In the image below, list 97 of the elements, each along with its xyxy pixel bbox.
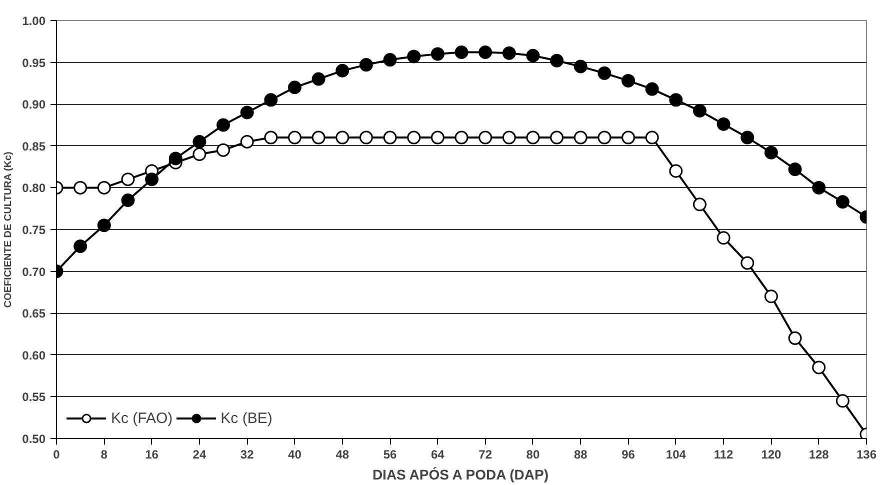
point (216, 118, 230, 132)
y-tick-label: 1.00 (22, 14, 46, 28)
x-tick-label: 128 (808, 448, 830, 462)
point (764, 146, 778, 160)
y-tick-label: 0.50 (22, 432, 46, 446)
point (740, 256, 754, 270)
y-tick-label: 0.95 (22, 56, 46, 70)
point (336, 64, 350, 78)
point (716, 231, 730, 245)
point (312, 130, 326, 144)
point (264, 130, 278, 144)
point (526, 48, 540, 62)
point (836, 394, 850, 408)
y-tick-label: 0.55 (22, 390, 46, 404)
point (74, 180, 88, 194)
point (168, 152, 182, 166)
point (622, 130, 636, 144)
y-tick-label: 0.65 (22, 306, 46, 321)
point (454, 46, 468, 60)
y-tick-label: 0.60 (22, 348, 46, 362)
x-tick-label: 120 (761, 448, 782, 462)
point (288, 130, 302, 144)
point (74, 239, 88, 253)
point (574, 130, 588, 144)
point (598, 66, 612, 80)
point (430, 130, 444, 144)
point (812, 360, 826, 374)
y-tick-label: 0.75 (22, 223, 46, 237)
point (240, 134, 254, 148)
legend-label: Kc (FAO) (111, 410, 173, 426)
x-tick-label: 112 (714, 448, 734, 462)
x-tick-label: 88 (574, 448, 588, 462)
point (526, 130, 540, 144)
point (407, 130, 421, 144)
point (764, 290, 778, 304)
x-tick-label: 56 (383, 448, 398, 462)
point (669, 164, 683, 178)
point (192, 134, 206, 148)
point (454, 130, 468, 144)
point (97, 180, 111, 194)
point (478, 130, 492, 144)
point (121, 194, 135, 207)
x-tick-label: 16 (145, 448, 159, 462)
x-tick-label: 136 (856, 448, 877, 462)
x-tick-label: 48 (336, 448, 350, 462)
point (407, 50, 421, 64)
point (478, 46, 492, 60)
x-tick-label: 40 (288, 448, 302, 462)
point (669, 93, 683, 107)
point (550, 54, 564, 68)
x-tick-label: 24 (192, 448, 206, 462)
point (312, 72, 326, 86)
point (574, 60, 588, 74)
x-tick-label: 32 (240, 448, 254, 462)
point (812, 180, 826, 194)
point (216, 143, 230, 157)
x-tick-label: 96 (622, 448, 636, 462)
point (692, 198, 706, 212)
point (788, 162, 802, 176)
point (240, 106, 254, 120)
point (359, 58, 373, 72)
y-tick-label: 0.85 (22, 139, 46, 154)
y-tick-label: 0.80 (22, 181, 46, 196)
point (598, 130, 612, 144)
point (264, 93, 278, 107)
x-tick-label: 80 (526, 448, 540, 462)
point (97, 218, 111, 232)
point (740, 130, 754, 144)
point (550, 130, 564, 144)
point (645, 82, 659, 96)
point (383, 53, 397, 67)
x-tick-label: 64 (431, 448, 445, 462)
x-tick-label: 8 (100, 448, 108, 462)
point (645, 130, 659, 144)
y-tick-label: 0.70 (22, 264, 46, 279)
point (288, 80, 302, 94)
legend-label: Kc (BE) (220, 410, 272, 426)
point (836, 195, 850, 209)
y-axis-title: COEFICIENTE DE CULTURA (Kc) (3, 152, 14, 308)
point (502, 130, 516, 144)
point (383, 130, 397, 144)
point (788, 331, 802, 345)
x-tick-label: 72 (478, 448, 492, 462)
point (622, 74, 636, 88)
point (121, 172, 135, 186)
point (336, 130, 350, 144)
point (430, 47, 444, 61)
point (359, 130, 373, 144)
x-axis-title: DIAS APÓS A PODA (DAP) (372, 466, 548, 482)
x-tick-label: 0 (53, 448, 60, 462)
x-tick-label: 104 (666, 448, 686, 462)
point (145, 172, 159, 186)
point (502, 46, 516, 60)
point (692, 104, 706, 118)
point (192, 148, 206, 161)
y-tick-label: 0.90 (22, 98, 46, 112)
point (716, 117, 730, 131)
